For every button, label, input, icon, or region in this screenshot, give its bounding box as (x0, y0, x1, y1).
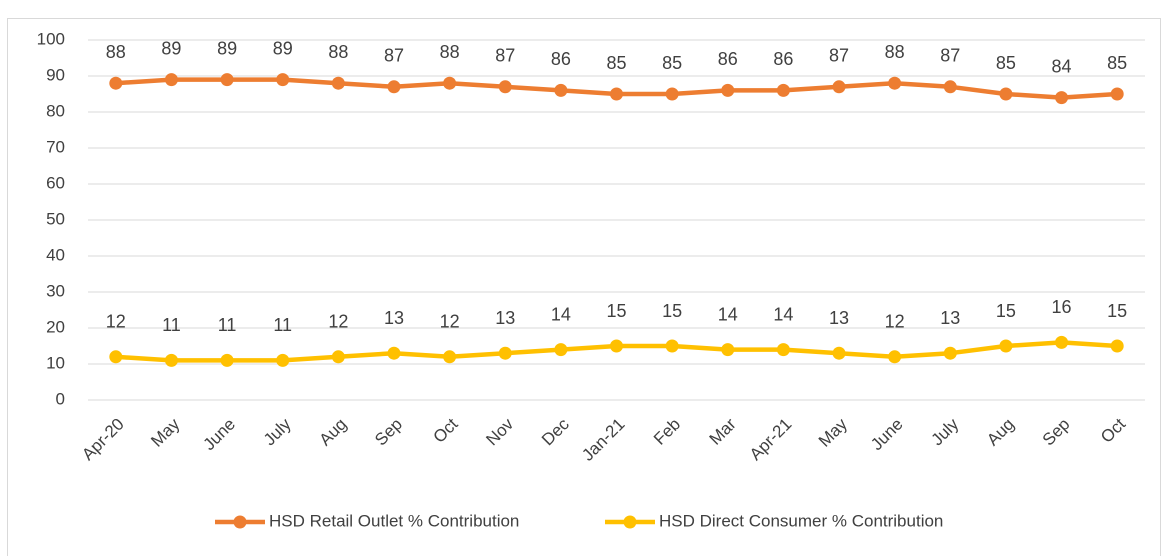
data-label: 14 (551, 304, 571, 324)
data-label: 88 (440, 42, 460, 62)
point (943, 80, 957, 94)
point (1055, 91, 1069, 105)
point (498, 80, 512, 94)
data-label: 13 (384, 308, 404, 328)
data-label: 16 (1052, 297, 1072, 317)
data-label: 12 (440, 312, 460, 332)
legend-marker (623, 515, 637, 529)
point (331, 76, 345, 90)
point (721, 83, 735, 97)
point (665, 87, 679, 101)
point (610, 87, 623, 101)
point (443, 350, 457, 364)
y-tick-label: 100 (37, 29, 65, 48)
legend-label: HSD Retail Outlet % Contribution (269, 511, 519, 530)
y-tick-label: 80 (46, 101, 65, 120)
y-tick-label: 50 (46, 209, 65, 228)
data-label: 12 (106, 312, 126, 332)
data-label: 12 (885, 312, 905, 332)
data-label: 11 (218, 315, 237, 335)
data-label: 14 (773, 304, 793, 324)
data-label: 87 (829, 46, 849, 66)
data-label: 15 (1107, 301, 1127, 321)
y-tick-label: 0 (56, 389, 65, 408)
y-tick-label: 10 (46, 353, 65, 372)
point (721, 343, 735, 357)
data-label: 13 (829, 308, 849, 328)
y-tick-label: 60 (46, 173, 65, 192)
point (832, 80, 846, 94)
data-label: 89 (217, 38, 237, 58)
point (776, 343, 790, 357)
point (554, 343, 568, 357)
data-label: 15 (606, 301, 626, 321)
data-label: 88 (328, 42, 348, 62)
y-tick-label: 70 (46, 137, 65, 156)
data-label: 86 (718, 49, 738, 69)
point (109, 76, 123, 90)
point (164, 73, 178, 87)
point (1110, 87, 1124, 101)
point (220, 353, 234, 367)
point (610, 339, 623, 353)
legend-marker (233, 515, 247, 529)
point (443, 76, 457, 90)
point (109, 350, 123, 364)
point (387, 80, 401, 94)
point (331, 350, 345, 364)
data-label: 89 (273, 38, 293, 58)
y-tick-label: 40 (46, 245, 65, 264)
point (943, 346, 957, 360)
point (999, 339, 1013, 353)
data-label: 12 (328, 312, 348, 332)
point (164, 353, 178, 367)
data-label: 11 (273, 315, 292, 335)
point (888, 350, 902, 364)
data-label: 86 (551, 49, 571, 69)
point (999, 87, 1013, 101)
data-label: 86 (773, 49, 793, 69)
point (498, 346, 512, 360)
data-label: 85 (662, 53, 682, 73)
y-tick-label: 20 (46, 317, 65, 336)
y-tick-label: 90 (46, 65, 65, 84)
point (276, 73, 290, 87)
point (554, 83, 568, 97)
point (665, 339, 679, 353)
point (1055, 335, 1069, 349)
data-label: 88 (885, 42, 905, 62)
data-label: 13 (495, 308, 515, 328)
data-label: 84 (1052, 56, 1072, 76)
data-label: 87 (495, 46, 515, 66)
chart-frame (7, 18, 1161, 556)
point (220, 73, 234, 87)
point (832, 346, 846, 360)
data-label: 85 (1107, 53, 1127, 73)
data-label: 13 (940, 308, 960, 328)
data-label: 11 (162, 315, 181, 335)
data-label: 88 (106, 42, 126, 62)
point (888, 76, 902, 90)
data-label: 15 (662, 301, 682, 321)
y-tick-label: 30 (46, 281, 65, 300)
point (1110, 339, 1124, 353)
legend-label: HSD Direct Consumer % Contribution (659, 511, 943, 530)
data-label: 89 (161, 38, 181, 58)
point (776, 83, 790, 97)
data-label: 15 (996, 301, 1016, 321)
data-label: 87 (384, 46, 404, 66)
data-label: 14 (718, 304, 738, 324)
data-label: 85 (606, 53, 626, 73)
data-label: 87 (940, 46, 960, 66)
data-label: 85 (996, 53, 1016, 73)
point (276, 353, 290, 367)
point (387, 346, 401, 360)
